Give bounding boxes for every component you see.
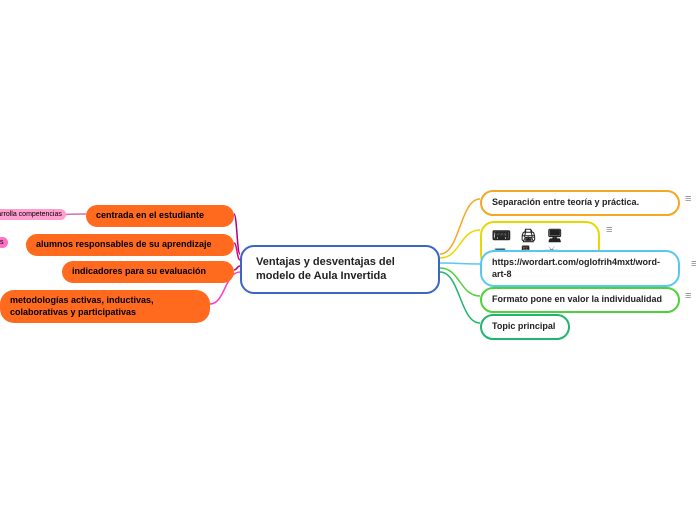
right-node-r3[interactable]: https://wordart.com/oglofrih4mxt/word-ar… — [480, 250, 680, 287]
far-left-label-fl2: s — [0, 239, 4, 246]
far-left-label-fl1: desarrolla competencias — [0, 211, 62, 218]
left-label-l3: indicadores para su evaluación — [72, 266, 206, 278]
left-node-l4[interactable]: metodologías activas, inductivas, colabo… — [0, 290, 210, 323]
right-node-r5[interactable]: Topic principal — [480, 314, 570, 340]
right-label-r4: Formato pone en valor la individualidad — [492, 294, 662, 306]
right-label-r3: https://wordart.com/oglofrih4mxt/word-ar… — [492, 257, 668, 280]
center-node[interactable]: Ventajas y desventajas del modelo de Aul… — [240, 245, 440, 294]
left-node-l1[interactable]: centrada en el estudiante — [86, 205, 234, 227]
expand-icon[interactable]: ≡ — [685, 193, 691, 205]
center-label: Ventajas y desventajas del modelo de Aul… — [256, 255, 424, 284]
expand-icon[interactable]: ≡ — [685, 290, 691, 302]
left-node-l3[interactable]: indicadores para su evaluación — [62, 261, 234, 283]
right-node-r1[interactable]: Separación entre teoría y práctica. — [480, 190, 680, 216]
right-node-r4[interactable]: Formato pone en valor la individualidad — [480, 287, 680, 313]
right-label-r1: Separación entre teoría y práctica. — [492, 197, 639, 209]
left-label-l1: centrada en el estudiante — [96, 210, 204, 222]
far-left-fl1[interactable]: desarrolla competencias — [0, 209, 66, 220]
expand-icon[interactable]: ≡ — [691, 258, 696, 270]
right-label-r5: Topic principal — [492, 321, 555, 333]
left-label-l4: metodologías activas, inductivas, colabo… — [10, 295, 200, 318]
expand-icon[interactable]: ≡ — [606, 224, 612, 236]
left-node-l2[interactable]: alumnos responsables de su aprendizaje — [26, 234, 234, 256]
far-left-fl2[interactable]: s — [0, 237, 8, 248]
left-label-l2: alumnos responsables de su aprendizaje — [36, 239, 212, 251]
